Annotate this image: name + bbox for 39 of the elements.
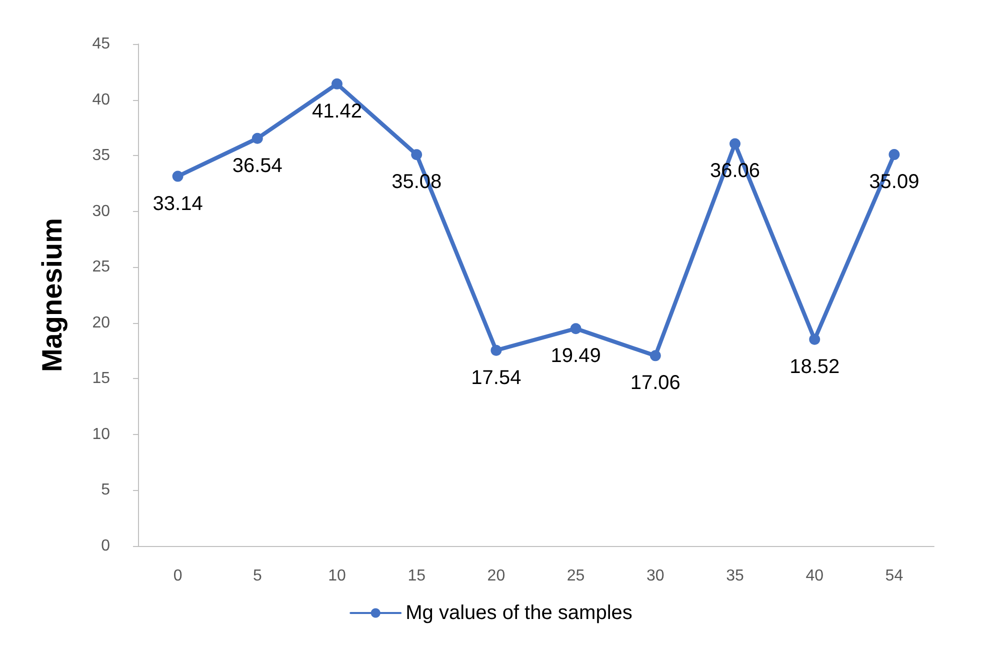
- y-tick-label: 40: [92, 91, 110, 108]
- y-axis-title: Magnesium: [36, 218, 68, 372]
- x-tick-label: 5: [252, 568, 262, 584]
- x-tick-label: 30: [646, 568, 664, 584]
- point: [172, 170, 184, 182]
- y-tick-label: 30: [92, 202, 110, 220]
- y-tick-label: 20: [92, 314, 110, 332]
- point: [650, 350, 661, 362]
- legend-label: Mg values of the samples: [406, 602, 632, 624]
- point: [730, 138, 740, 150]
- data-label: 18.52: [790, 356, 840, 378]
- data-label: 41.42: [312, 100, 362, 122]
- y-tick-label: 0: [101, 538, 110, 554]
- point: [570, 323, 582, 334]
- data-label: 17.06: [630, 372, 680, 394]
- y-tick-label: 25: [92, 258, 110, 276]
- data-label: 36.54: [232, 154, 282, 177]
- data-label: 19.49: [550, 345, 601, 368]
- point: [490, 344, 502, 356]
- point: [332, 78, 342, 90]
- x-tick-label: 35: [726, 568, 744, 584]
- data-label: 17.54: [471, 366, 522, 389]
- data-label: 33.14: [152, 192, 203, 215]
- x-tick-label: 15: [408, 568, 426, 584]
- y-tick-label: 15: [92, 370, 110, 388]
- y-tick-label: 10: [92, 426, 110, 443]
- point: [809, 334, 820, 345]
- y-tick-label: 45: [92, 36, 110, 52]
- x-tick-label: 0: [173, 568, 182, 584]
- x-tick-label: 25: [566, 568, 585, 584]
- x-tick-label: 10: [328, 568, 346, 584]
- y-tick-label: 5: [101, 482, 110, 499]
- x-tick-label: 54: [885, 568, 904, 584]
- x-tick-label: 20: [487, 568, 506, 584]
- x-tick-label: 40: [806, 568, 824, 584]
- y-tick-label: 35: [92, 147, 110, 164]
- point: [252, 132, 263, 144]
- point: [411, 149, 422, 160]
- point: [888, 149, 900, 160]
